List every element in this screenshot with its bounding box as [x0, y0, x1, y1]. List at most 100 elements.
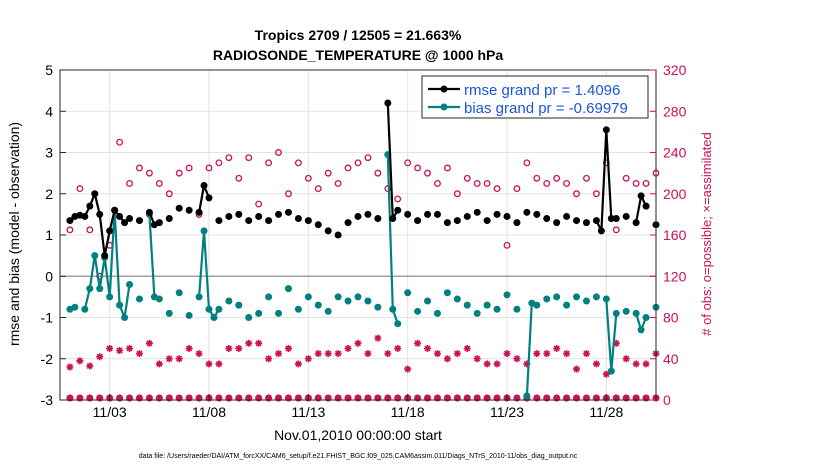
x-axis-label: Nov.01,2010 00:00:00 start: [274, 427, 442, 443]
bias-point: [304, 293, 312, 301]
bias-point: [573, 293, 581, 301]
bias-point: [463, 301, 471, 309]
obs-possible-point: [344, 164, 352, 172]
obs-assimilated-point: [96, 353, 104, 361]
bias-point: [344, 297, 352, 305]
chart-title-line1: Tropics 2709 / 12505 = 21.663%: [255, 27, 462, 43]
bias-point: [235, 301, 243, 309]
obs-assimilated-baseline-point: [225, 394, 233, 402]
obs-assimilated-baseline-point: [66, 394, 74, 402]
y-tick-label-left: -2: [41, 351, 54, 367]
rmse-point: [294, 215, 302, 222]
bias-line-segment: [83, 209, 131, 319]
obs-assimilated-point: [76, 357, 84, 365]
obs-assimilated-baseline-point: [126, 394, 134, 402]
rmse-point: [637, 192, 645, 200]
rmse-point: [374, 215, 382, 222]
rmse-point: [553, 219, 561, 227]
rmse-point: [394, 206, 402, 214]
y-tick-label-right: 240: [663, 145, 687, 161]
obs-possible-point: [503, 241, 511, 249]
obs-possible-point: [205, 164, 213, 172]
rmse-point: [344, 219, 352, 227]
obs-assimilated-baseline-point: [453, 394, 461, 402]
rmse-point: [205, 194, 213, 202]
bias-point: [245, 314, 253, 321]
obs-possible-point: [275, 149, 282, 156]
rmse-point: [533, 210, 541, 218]
obs-assimilated-baseline-point: [275, 394, 283, 402]
obs-assimilated-baseline-point: [533, 394, 541, 402]
obs-assimilated-point: [195, 350, 203, 358]
y-tick-label-right: 120: [663, 268, 687, 284]
rmse-point: [404, 210, 412, 218]
bias-point: [404, 289, 412, 297]
bias-point: [622, 307, 630, 315]
y-tick-label-left: 4: [45, 103, 53, 119]
rmse-point: [195, 208, 203, 216]
obs-assimilated-baseline-point: [384, 394, 392, 402]
bias-point: [543, 295, 551, 303]
rmse-point: [389, 215, 397, 222]
bias-point: [210, 314, 218, 321]
bias-point: [126, 281, 134, 288]
bias-point: [433, 309, 441, 317]
rmse-point: [523, 208, 531, 216]
obs-assimilated-baseline-point: [195, 394, 203, 402]
obs-assimilated-point: [245, 339, 253, 347]
obs-assimilated-point: [642, 360, 650, 368]
obs-possible-point: [414, 164, 422, 172]
bias-point: [155, 295, 163, 303]
legend-rmse-marker: [440, 85, 448, 93]
obs-possible-point: [632, 179, 640, 187]
obs-assimilated-baseline-point: [364, 394, 372, 402]
bias-point: [483, 301, 491, 309]
obs-assimilated-baseline-point: [642, 394, 650, 402]
obs-assimilated-point: [165, 355, 173, 363]
obs-assimilated-baseline-point: [235, 394, 243, 402]
rmse-point: [96, 210, 104, 218]
rmse-point: [433, 210, 441, 218]
x-tick-label: 11/28: [589, 404, 623, 420]
obs-possible-point: [215, 159, 223, 167]
bias-point: [533, 301, 541, 309]
gridlines: [60, 69, 656, 401]
rmse-point: [185, 206, 193, 214]
rmse-point: [503, 212, 511, 220]
obs-assimilated-baseline-point: [394, 394, 402, 402]
obs-possible-point: [404, 159, 412, 167]
bias-point: [632, 309, 640, 317]
bias-line-segment: [605, 298, 618, 373]
obs-possible-point: [116, 138, 124, 146]
obs-assimilated-point: [503, 350, 511, 358]
rmse-point: [284, 208, 292, 216]
bias-point: [582, 297, 590, 305]
obs-possible-point: [493, 185, 501, 193]
rmse-point: [453, 217, 461, 225]
obs-assimilated-point: [135, 350, 143, 358]
obs-assimilated-point: [354, 339, 362, 347]
y-tick-label-left: 5: [45, 62, 53, 78]
bias-point: [394, 320, 402, 328]
obs-assimilated-point: [284, 344, 292, 352]
rmse-point: [324, 227, 332, 235]
rmse-point: [225, 212, 233, 220]
obs-assimilated-point: [443, 355, 451, 363]
bias-point: [443, 289, 451, 297]
rmse-point: [111, 206, 119, 214]
rmse-point: [493, 210, 501, 218]
obs-assimilated-point: [453, 350, 461, 358]
bias-point: [294, 305, 302, 313]
legend-bias-label: bias grand pr = -0.69979: [464, 100, 628, 117]
obs-assimilated-baseline-point: [145, 394, 153, 402]
obs-assimilated-point: [304, 355, 312, 363]
rmse-point: [563, 212, 571, 220]
bias-point: [642, 314, 650, 321]
obs-possible-point: [175, 169, 183, 177]
y-tick-label-right: 280: [663, 103, 687, 119]
obs-assimilated-baseline-point: [284, 394, 292, 402]
obs-assimilated-baseline-point: [433, 394, 441, 402]
obs-assimilated-point: [175, 355, 183, 363]
rmse-point: [126, 215, 134, 222]
obs-assimilated-baseline-point: [334, 394, 342, 402]
